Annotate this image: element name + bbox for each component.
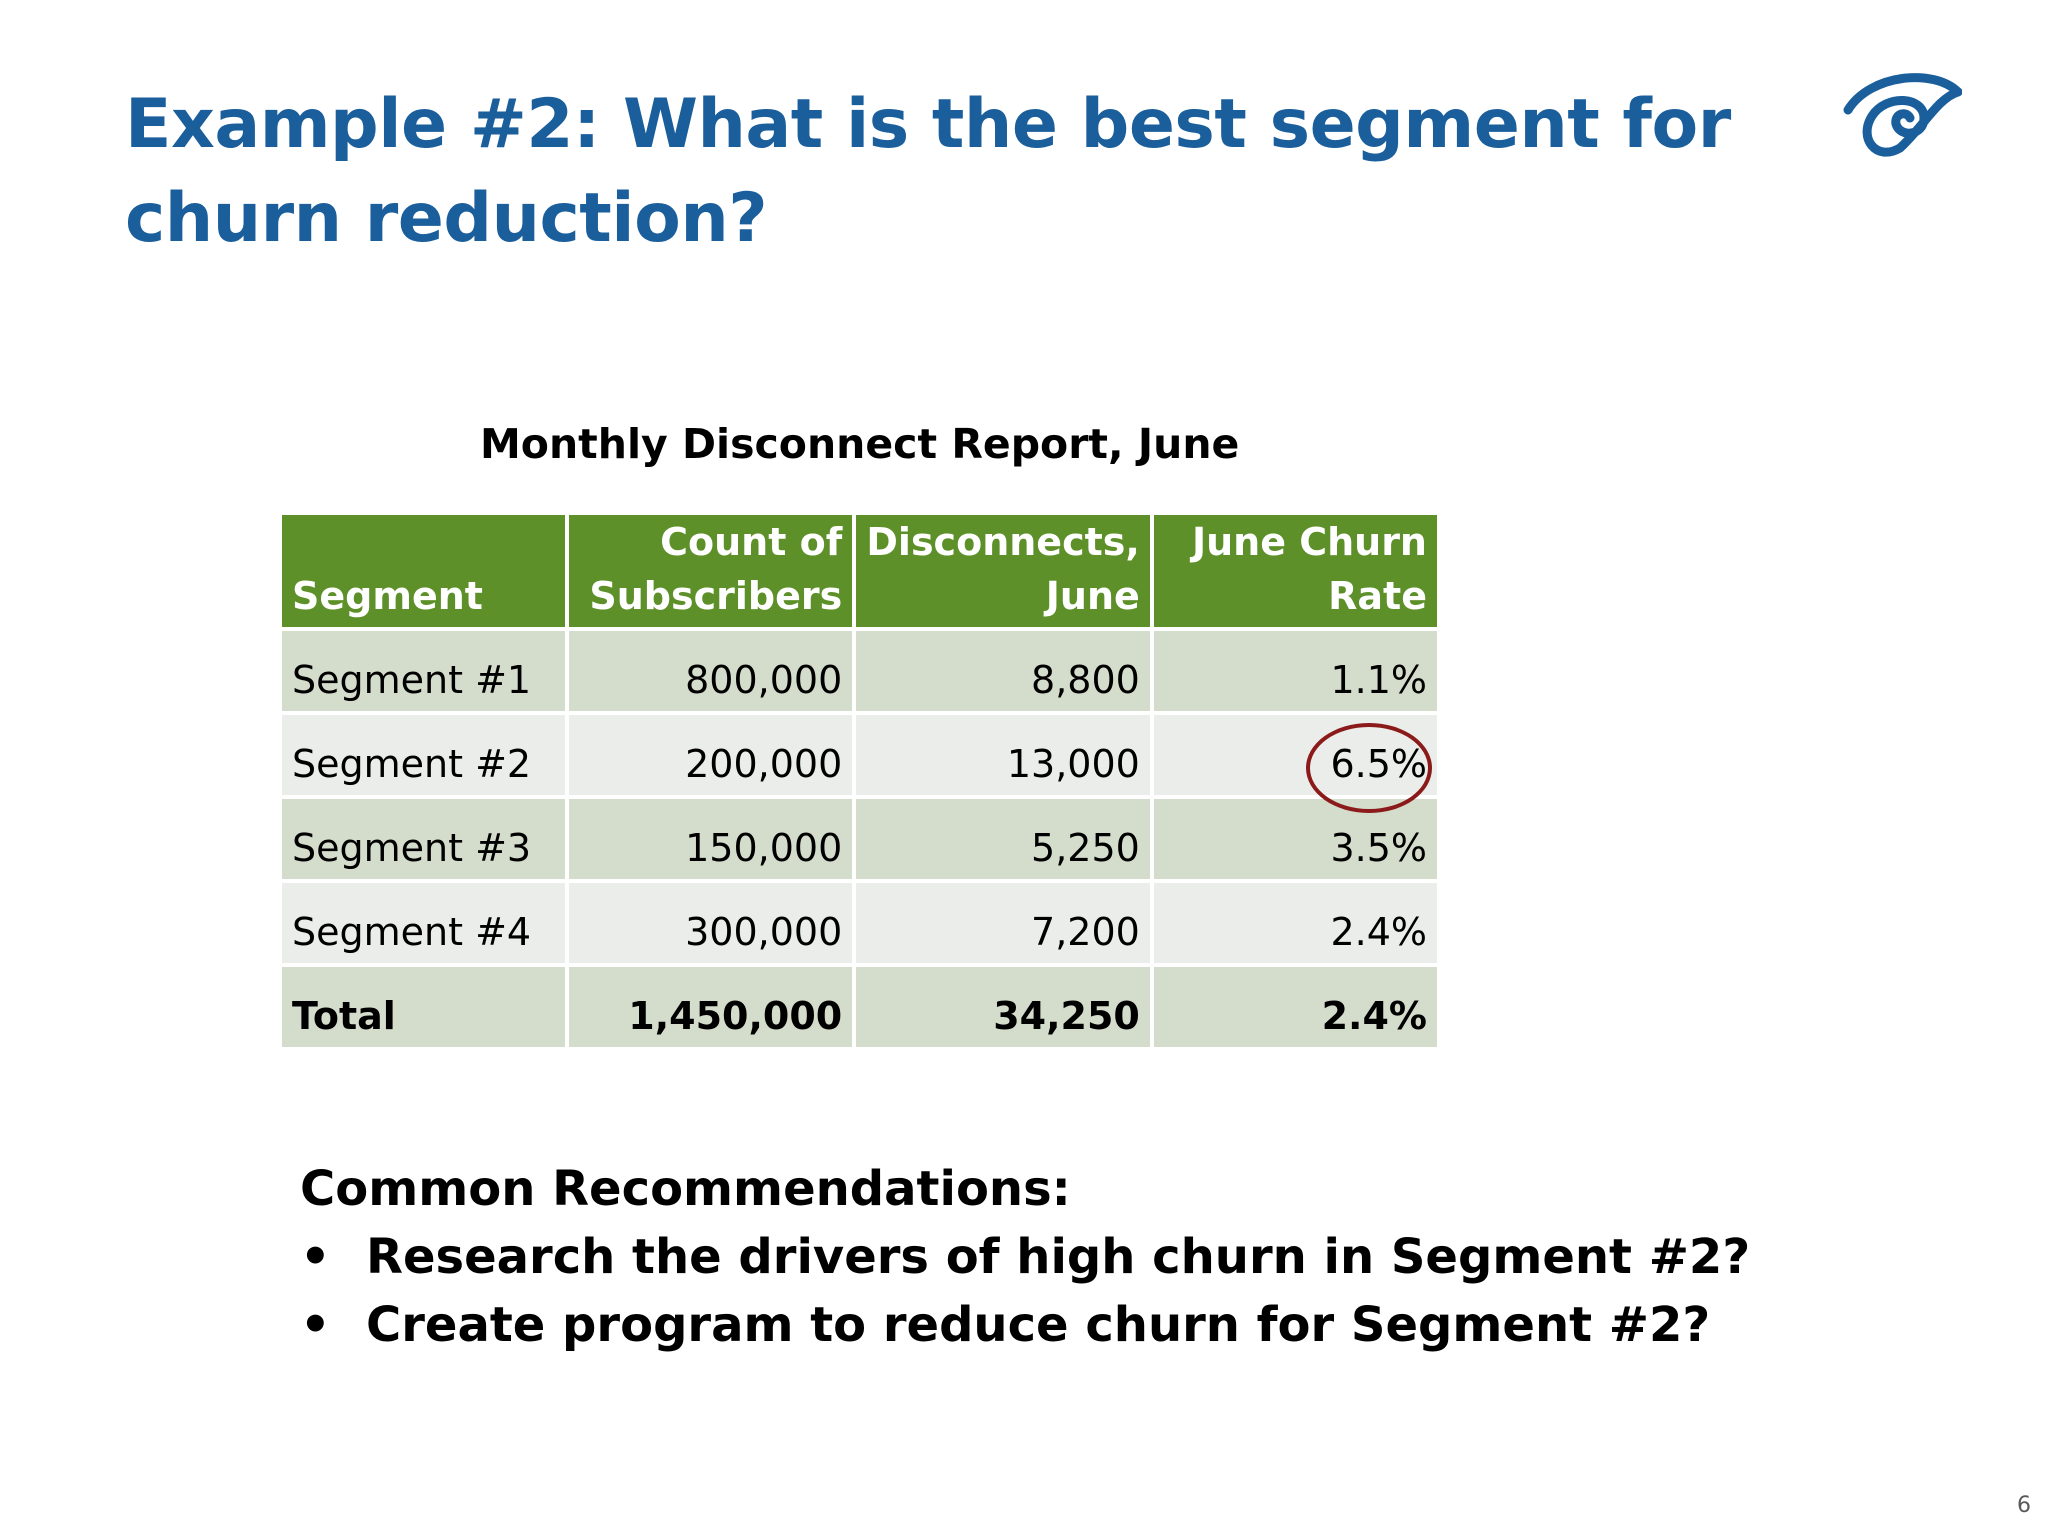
recommendations: Common Recommendations: • Research the d… bbox=[300, 1155, 1750, 1359]
header-line: Subscribers bbox=[589, 574, 843, 618]
cell-disconnects: 7,200 bbox=[856, 883, 1150, 963]
list-item-text: Research the drivers of high churn in Se… bbox=[366, 1229, 1751, 1285]
table-total-row: Total 1,450,000 34,250 2.4% bbox=[282, 967, 1437, 1047]
cell-segment: Segment #3 bbox=[282, 799, 566, 879]
slide-title: Example #2: What is the best segment for… bbox=[125, 85, 1731, 258]
cell-disconnects: 5,250 bbox=[856, 799, 1150, 879]
cell-churn-rate: 3.5% bbox=[1153, 799, 1437, 879]
header-line: June bbox=[1045, 574, 1140, 618]
cell-segment: Segment #4 bbox=[282, 883, 566, 963]
recommendations-list: • Research the drivers of high churn in … bbox=[300, 1223, 1750, 1359]
header-segment: Segment bbox=[282, 515, 566, 627]
cell-subscribers: 800,000 bbox=[569, 631, 853, 711]
header-count-of-subscribers: Count of Subscribers bbox=[569, 515, 853, 627]
page-number: 6 bbox=[2017, 1493, 2031, 1518]
cell-segment: Segment #2 bbox=[282, 715, 566, 795]
list-item: • Research the drivers of high churn in … bbox=[300, 1223, 1750, 1291]
cell-total-subscribers: 1,450,000 bbox=[569, 967, 853, 1047]
table-header-row: Segment Count of Subscribers Disconnects… bbox=[282, 515, 1437, 627]
bullet: • bbox=[300, 1229, 331, 1285]
cell-churn-rate-highlighted: 6.5% bbox=[1153, 715, 1437, 813]
cell-disconnects: 13,000 bbox=[856, 715, 1150, 795]
cell-subscribers: 200,000 bbox=[569, 715, 853, 795]
header-line: Disconnects, bbox=[866, 520, 1140, 564]
cell-churn-rate: 2.4% bbox=[1153, 883, 1437, 963]
cell-subscribers: 300,000 bbox=[569, 883, 853, 963]
bullet: • bbox=[300, 1297, 331, 1353]
table-row: Segment #1 800,000 8,800 1.1% bbox=[282, 631, 1437, 711]
table-row: Segment #2 200,000 13,000 6.5% bbox=[282, 715, 1437, 813]
header-disconnects-june: Disconnects, June bbox=[856, 515, 1150, 627]
header-line: June Churn bbox=[1191, 520, 1427, 564]
cell-total-disconnects: 34,250 bbox=[856, 967, 1150, 1047]
header-line: Count of bbox=[660, 520, 843, 564]
list-item: • Create program to reduce churn for Seg… bbox=[300, 1291, 1750, 1359]
cell-segment: Segment #1 bbox=[282, 631, 566, 711]
disconnect-report-table: Segment Count of Subscribers Disconnects… bbox=[278, 511, 1441, 1051]
table-row: Segment #3 150,000 5,250 3.5% bbox=[282, 799, 1437, 879]
cell-churn-rate: 1.1% bbox=[1153, 631, 1437, 711]
cell-subscribers: 150,000 bbox=[569, 799, 853, 879]
highlighted-value: 6.5% bbox=[1306, 723, 1433, 813]
eye-spiral-logo-icon bbox=[1843, 73, 1962, 157]
table-caption: Monthly Disconnect Report, June bbox=[480, 420, 1240, 468]
header-june-churn-rate: June Churn Rate bbox=[1153, 515, 1437, 627]
cell-total-label: Total bbox=[282, 967, 566, 1047]
header-line: Segment bbox=[292, 574, 483, 618]
cell-total-churn-rate: 2.4% bbox=[1153, 967, 1437, 1047]
list-item-text: Create program to reduce churn for Segme… bbox=[366, 1297, 1711, 1353]
recommendations-heading: Common Recommendations: bbox=[300, 1161, 1071, 1217]
table-row: Segment #4 300,000 7,200 2.4% bbox=[282, 883, 1437, 963]
cell-disconnects: 8,800 bbox=[856, 631, 1150, 711]
header-line: Rate bbox=[1328, 574, 1427, 618]
highlight-circle bbox=[1306, 723, 1433, 813]
